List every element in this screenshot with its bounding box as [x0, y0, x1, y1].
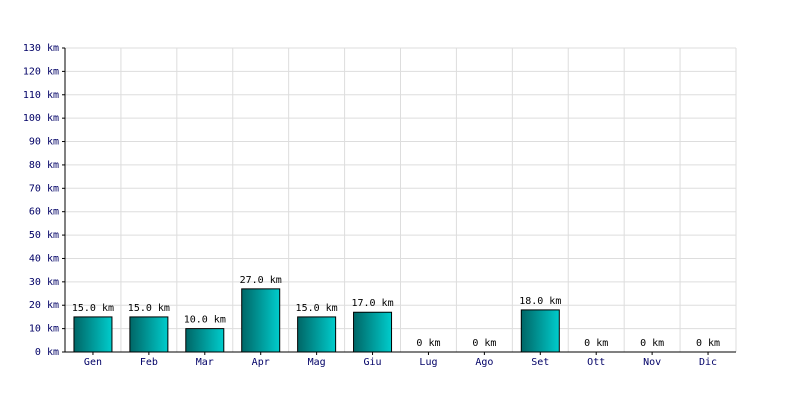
x-tick-label: Ago — [475, 357, 493, 368]
y-tick-label: 30 km — [29, 277, 59, 288]
x-tick-label: Set — [531, 357, 549, 368]
x-tick-label: Giu — [364, 357, 382, 368]
value-label: 0 km — [640, 338, 664, 349]
value-label: 15.0 km — [72, 303, 114, 314]
y-tick-label: 80 km — [29, 160, 59, 171]
bar — [129, 316, 169, 353]
y-tick-label: 20 km — [29, 300, 59, 311]
x-tick-label: Ott — [587, 357, 605, 368]
y-tick-label: 90 km — [29, 137, 59, 148]
value-label: 15.0 km — [296, 303, 338, 314]
value-label: 17.0 km — [351, 298, 393, 309]
bar — [241, 288, 281, 353]
y-tick-label: 40 km — [29, 253, 59, 264]
y-tick-label: 70 km — [29, 183, 59, 194]
x-tick-label: Nov — [643, 357, 661, 368]
x-tick-label: Feb — [140, 357, 158, 368]
y-tick-label: 50 km — [29, 230, 59, 241]
y-tick-label: 60 km — [29, 207, 59, 218]
x-tick-label: Mag — [308, 357, 326, 368]
x-tick-label: Dic — [699, 357, 717, 368]
y-tick-label: 100 km — [23, 113, 59, 124]
x-tick-label: Apr — [252, 357, 270, 368]
y-tick-label: 110 km — [23, 90, 59, 101]
value-label: 10.0 km — [184, 315, 226, 326]
bar — [73, 316, 113, 353]
x-tick-label: Mar — [196, 357, 214, 368]
x-tick-label: Gen — [84, 357, 102, 368]
y-tick-label: 0 km — [35, 347, 59, 358]
bar — [185, 328, 225, 353]
y-tick-label: 10 km — [29, 324, 59, 335]
value-label: 27.0 km — [240, 275, 282, 286]
y-tick-label: 130 km — [23, 43, 59, 54]
y-tick-label: 120 km — [23, 66, 59, 77]
value-label: 0 km — [696, 338, 720, 349]
value-label: 0 km — [416, 338, 440, 349]
value-label: 15.0 km — [128, 303, 170, 314]
bar — [520, 309, 560, 353]
value-label: 0 km — [584, 338, 608, 349]
bar — [297, 316, 337, 353]
x-tick-label: Lug — [419, 357, 437, 368]
value-label: 0 km — [472, 338, 496, 349]
bar — [353, 311, 393, 353]
value-label: 18.0 km — [519, 296, 561, 307]
